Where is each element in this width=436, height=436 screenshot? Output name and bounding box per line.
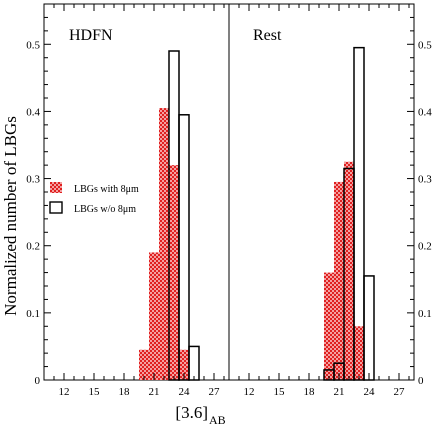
y-tick-label: 0.5 (418, 39, 432, 51)
bar-without-8um-1 (178, 114, 190, 381)
x-axis-label-subscript: AB (209, 413, 226, 427)
bar-with-8um-0 (139, 349, 149, 380)
bar-with-8um-4 (179, 349, 189, 380)
y-tick-label: 0.4 (26, 106, 40, 118)
legend: LBGs with 8μm LBGs w/o 8μm (49, 182, 139, 215)
x-tick-label: 21 (334, 386, 345, 398)
panel-hdfn: 12 15 18 21 24 27 0 0.1 0.2 0.3 0.4 0.5 HDFN (26, 3, 230, 398)
y-tick-label: 0.3 (418, 174, 432, 186)
y-tick-label: 0.5 (26, 39, 40, 51)
panel-rest: 12 15 18 21 24 27 0 0.1 0.2 0.3 0.4 0.5 Rest (228, 3, 432, 398)
x-tick-label: 21 (149, 386, 160, 398)
x-tick-label: 24 (179, 386, 191, 398)
y-tick-label: 0.2 (418, 241, 432, 253)
y-tick-label: 0 (35, 375, 41, 387)
bar-with-8um-2 (344, 161, 354, 380)
bar-with-8um-0 (324, 272, 334, 380)
x-tick-label: 15 (274, 386, 286, 398)
x-tick-label: 27 (394, 386, 406, 398)
panel-title: Rest (253, 27, 282, 44)
bar-without-8um-2 (188, 345, 200, 381)
bar-with-8um-3 (169, 165, 179, 380)
x-tick-label: 24 (364, 386, 376, 398)
panel-title: HDFN (69, 27, 113, 44)
bar-with-8um-1 (334, 181, 344, 380)
x-tick-label: 12 (244, 386, 255, 398)
bar-without-8um-4 (363, 275, 375, 381)
y-tick-label: 0 (418, 375, 424, 387)
x-axis-label-main: [3.6] (175, 403, 208, 422)
x-tick-label: 12 (59, 386, 70, 398)
x-axis-label: [3.6] AB (175, 403, 225, 427)
x-tick-label: 27 (209, 386, 221, 398)
y-tick-label: 0.3 (26, 174, 40, 186)
x-tick-label: 18 (304, 386, 316, 398)
legend-swatch-without-8um (49, 201, 63, 214)
y-tick-label: 0.4 (418, 106, 432, 118)
bar-with-8um-3 (354, 326, 364, 380)
y-axis-label: Normalized number of LBGs (1, 116, 20, 316)
legend-label-without-8um: LBGs w/o 8μm (74, 204, 136, 215)
bar-with-8um-1 (149, 252, 159, 380)
plot-frame (228, 3, 415, 381)
y-tick-label: 0.1 (26, 308, 40, 320)
x-tick-label: 18 (119, 386, 131, 398)
y-tick-label: 0.2 (26, 241, 40, 253)
x-tick-label: 15 (89, 386, 101, 398)
legend-swatch-with-8um (50, 182, 62, 193)
y-tick-label: 0.1 (418, 308, 432, 320)
legend-label-with-8um: LBGs with 8μm (74, 184, 139, 195)
bar-with-8um-2 (159, 108, 169, 381)
